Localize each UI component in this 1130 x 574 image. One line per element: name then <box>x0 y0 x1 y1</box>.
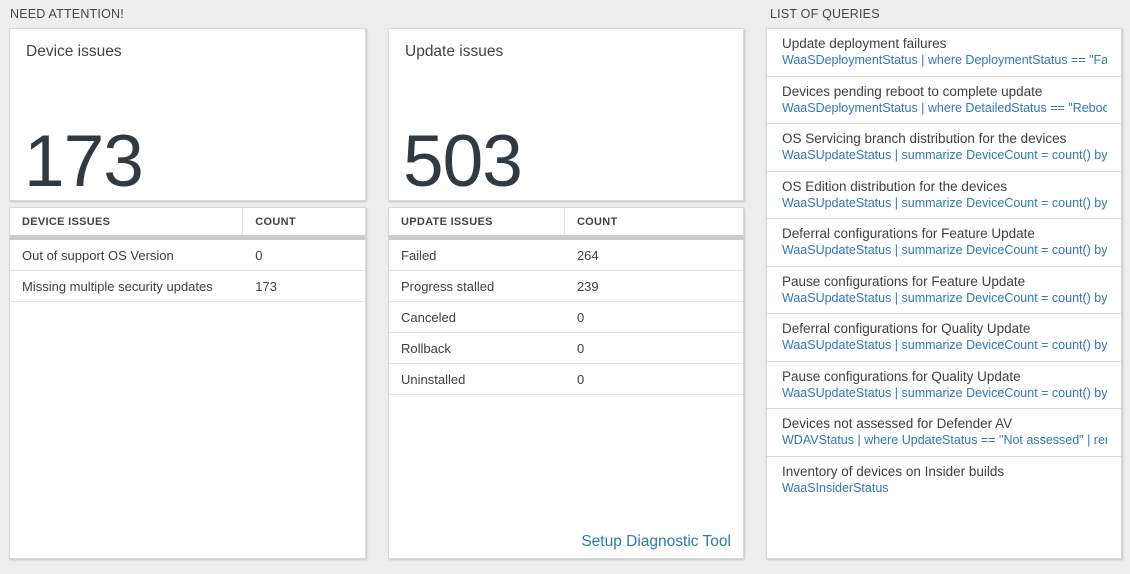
list-of-queries-header: LIST OF QUERIES <box>770 7 880 21</box>
device-issues-tile[interactable]: Device issues 173 <box>9 28 366 201</box>
query-text: WaaSUpdateStatus | summarize DeviceCount… <box>782 195 1107 210</box>
issue-count: 0 <box>576 340 585 356</box>
issue-label: Canceled <box>401 309 456 325</box>
table-header-separator-bar <box>10 235 365 240</box>
table-header-separator-bar <box>389 235 743 240</box>
query-list-item[interactable]: OS Edition distribution for the devices … <box>767 172 1121 219</box>
table-row[interactable]: Rollback 0 <box>389 333 743 364</box>
count-column-header: COUNT <box>576 215 618 228</box>
issue-count: 0 <box>576 309 585 325</box>
query-title: OS Edition distribution for the devices <box>782 178 1008 194</box>
query-title: Devices pending reboot to complete updat… <box>782 83 1043 99</box>
query-list-panel: Update deployment failures WaaSDeploymen… <box>766 28 1122 559</box>
issue-label: Missing multiple security updates <box>22 278 213 294</box>
issue-count: 173 <box>255 278 277 294</box>
update-issues-total: 503 <box>403 121 523 202</box>
query-title: Devices not assessed for Defender AV <box>782 416 1013 431</box>
issue-count: 264 <box>576 247 599 263</box>
need-attention-header: NEED ATTENTION! <box>10 7 124 21</box>
query-text: WDAVStatus | where UpdateStatus == "Not … <box>782 433 1107 447</box>
query-text: WaaSDeploymentStatus | where DetailedSta… <box>782 100 1107 115</box>
query-title: Deferral configurations for Feature Upda… <box>782 226 1035 241</box>
query-text: WaaSUpdateStatus | summarize DeviceCount… <box>782 338 1107 352</box>
issue-count: 239 <box>576 278 599 294</box>
update-issues-table: UPDATE ISSUES COUNT Failed 264 Progress … <box>388 207 744 559</box>
device-issues-column-header: DEVICE ISSUES <box>10 208 244 235</box>
query-title: Pause configurations for Feature Update <box>782 273 1026 289</box>
issue-count: 0 <box>576 371 585 387</box>
update-issues-title: Update issues <box>405 43 504 60</box>
query-list-item[interactable]: OS Servicing branch distribution for the… <box>767 124 1121 172</box>
query-title: Inventory of devices on Insider builds <box>782 463 1005 479</box>
query-text: WaaSUpdateStatus | summarize DeviceCount… <box>782 148 1107 162</box>
table-row[interactable]: Missing multiple security updates 173 <box>10 271 365 302</box>
table-row[interactable]: Out of support OS Version 0 <box>10 240 365 271</box>
query-text: WaaSUpdateStatus | summarize DeviceCount… <box>782 290 1107 305</box>
device-issues-table-header: DEVICE ISSUES COUNT <box>10 208 365 235</box>
query-list-item[interactable]: Update deployment failures WaaSDeploymen… <box>767 29 1121 77</box>
table-row[interactable]: Progress stalled 239 <box>389 271 743 302</box>
issue-label: Out of support OS Version <box>22 247 174 263</box>
query-text: WaaSDeploymentStatus | where DeploymentS… <box>782 53 1107 67</box>
device-issues-title: Device issues <box>26 43 122 60</box>
query-list-item[interactable]: Deferral configurations for Feature Upda… <box>767 219 1121 267</box>
query-text: WaaSUpdateStatus | summarize DeviceCount… <box>782 385 1107 400</box>
issue-label: Progress stalled <box>401 278 495 294</box>
issue-label: Failed <box>401 247 437 263</box>
query-list-item[interactable]: Devices pending reboot to complete updat… <box>767 77 1121 124</box>
query-list-item[interactable]: Devices not assessed for Defender AV WDA… <box>767 409 1121 457</box>
query-text: WaaSUpdateStatus | summarize DeviceCount… <box>782 243 1107 257</box>
count-column-header: COUNT <box>255 215 296 228</box>
issue-label: Uninstalled <box>401 371 466 387</box>
query-list-item[interactable]: Deferral configurations for Quality Upda… <box>767 314 1121 362</box>
setup-diagnostic-tool-link[interactable]: Setup Diagnostic Tool <box>581 533 731 550</box>
query-title: OS Servicing branch distribution for the… <box>782 131 1067 146</box>
query-title: Update deployment failures <box>782 36 947 51</box>
query-list-item[interactable]: Pause configurations for Feature Update … <box>767 267 1121 314</box>
device-issues-table: DEVICE ISSUES COUNT Out of support OS Ve… <box>9 207 366 559</box>
update-issues-tile[interactable]: Update issues 503 <box>388 28 744 201</box>
issue-label: Rollback <box>401 340 451 356</box>
update-issues-table-header: UPDATE ISSUES COUNT <box>389 208 743 235</box>
query-title: Deferral configurations for Quality Upda… <box>782 321 1031 336</box>
query-list-item[interactable]: Pause configurations for Quality Update … <box>767 362 1121 409</box>
table-row[interactable]: Uninstalled 0 <box>389 364 743 395</box>
query-text: WaaSInsiderStatus <box>782 480 889 495</box>
issue-count: 0 <box>255 247 263 263</box>
update-issues-column-header: UPDATE ISSUES <box>389 208 565 235</box>
table-row[interactable]: Canceled 0 <box>389 302 743 333</box>
table-row[interactable]: Failed 264 <box>389 240 743 271</box>
device-issues-total: 173 <box>24 121 144 202</box>
query-list-item[interactable]: Inventory of devices on Insider builds W… <box>767 457 1121 559</box>
query-title: Pause configurations for Quality Update <box>782 368 1021 384</box>
